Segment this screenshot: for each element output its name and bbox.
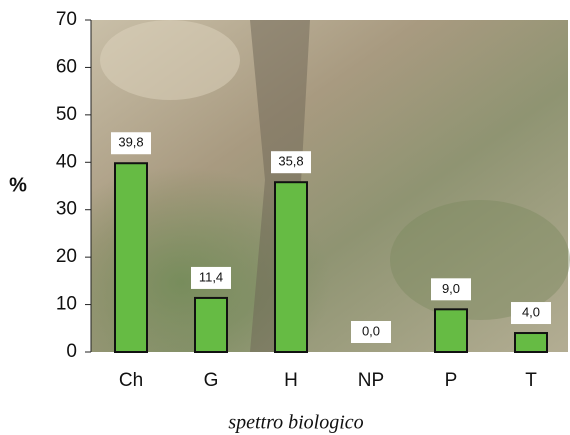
- y-tick-label: 10: [56, 294, 77, 315]
- value-label: 11,4: [199, 269, 223, 284]
- y-tick-label: 20: [56, 246, 77, 267]
- value-label: 4,0: [522, 304, 540, 319]
- bar: [274, 181, 308, 353]
- value-label-box: [111, 132, 151, 155]
- y-tick-label: 40: [56, 151, 77, 172]
- value-label: 9,0: [442, 281, 460, 296]
- x-tick-label: H: [284, 370, 298, 391]
- x-tick-label: Ch: [119, 370, 143, 391]
- y-tick-label: 60: [56, 56, 77, 77]
- y-axis-label: %: [9, 174, 27, 196]
- y-tick-label: 50: [56, 104, 77, 125]
- bar: [434, 308, 468, 354]
- plot-background: [91, 20, 570, 352]
- value-label-box: [271, 151, 311, 174]
- value-label-box: [431, 278, 471, 301]
- bar: [514, 332, 548, 353]
- value-label-box: [351, 321, 391, 343]
- y-tick-label: 70: [56, 9, 77, 30]
- x-axis-label: spettro biologico: [228, 412, 363, 434]
- value-label-box: [511, 302, 551, 325]
- x-tick-label: G: [204, 370, 219, 391]
- y-tick-label: 30: [56, 199, 77, 220]
- value-label-box: [191, 266, 231, 289]
- x-tick-label: P: [445, 370, 458, 391]
- bar: [114, 162, 148, 353]
- x-tick-label: T: [525, 370, 537, 391]
- value-label: 0,0: [362, 323, 380, 338]
- value-label: 39,8: [118, 135, 143, 150]
- x-tick-label: NP: [358, 370, 384, 391]
- bar: [194, 296, 228, 353]
- value-label: 35,8: [278, 154, 303, 169]
- y-tick-label: 0: [66, 341, 77, 362]
